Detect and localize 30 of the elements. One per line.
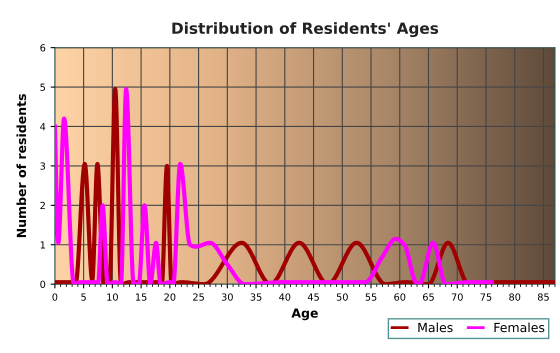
x-tick-label: 35 bbox=[250, 293, 262, 301]
y-tick-label: 4 bbox=[40, 123, 46, 130]
y-tick-label: 5 bbox=[40, 84, 46, 91]
y-tick-label: 6 bbox=[40, 44, 46, 52]
x-tick-label: 55 bbox=[366, 293, 376, 301]
x-tick-label: 20 bbox=[164, 293, 176, 301]
x-tick-label: 75 bbox=[480, 293, 492, 301]
x-tick-label: 5 bbox=[81, 293, 86, 301]
x-tick-label: 85 bbox=[538, 293, 549, 301]
legend-label: Females bbox=[494, 322, 544, 332]
x-tick-label: 40 bbox=[279, 293, 290, 301]
y-tick-label: 3 bbox=[40, 162, 46, 170]
x-tick-label: 25 bbox=[193, 293, 204, 301]
chart-title: Distribution of Residents' Ages bbox=[172, 22, 438, 38]
y-tick-label: 1 bbox=[40, 241, 45, 248]
x-tick-label: 70 bbox=[452, 293, 463, 301]
x-axis-title: Age bbox=[291, 308, 318, 320]
legend-label: Males bbox=[418, 322, 453, 332]
y-axis-title: Number of residents bbox=[16, 94, 26, 238]
x-tick-label: 80 bbox=[509, 293, 520, 301]
x-tick-label: 10 bbox=[107, 293, 118, 301]
x-tick-label: 0 bbox=[52, 293, 58, 301]
x-tick-label: 60 bbox=[394, 293, 406, 301]
x-tick-label: 30 bbox=[222, 293, 233, 301]
x-tick-label: 65 bbox=[422, 293, 434, 301]
x-tick-label: 45 bbox=[308, 293, 319, 301]
x-tick-label: 15 bbox=[136, 293, 146, 301]
x-tick-label: 50 bbox=[336, 293, 348, 301]
y-tick-label: 2 bbox=[40, 202, 45, 210]
y-tick-label: 0 bbox=[40, 280, 46, 288]
